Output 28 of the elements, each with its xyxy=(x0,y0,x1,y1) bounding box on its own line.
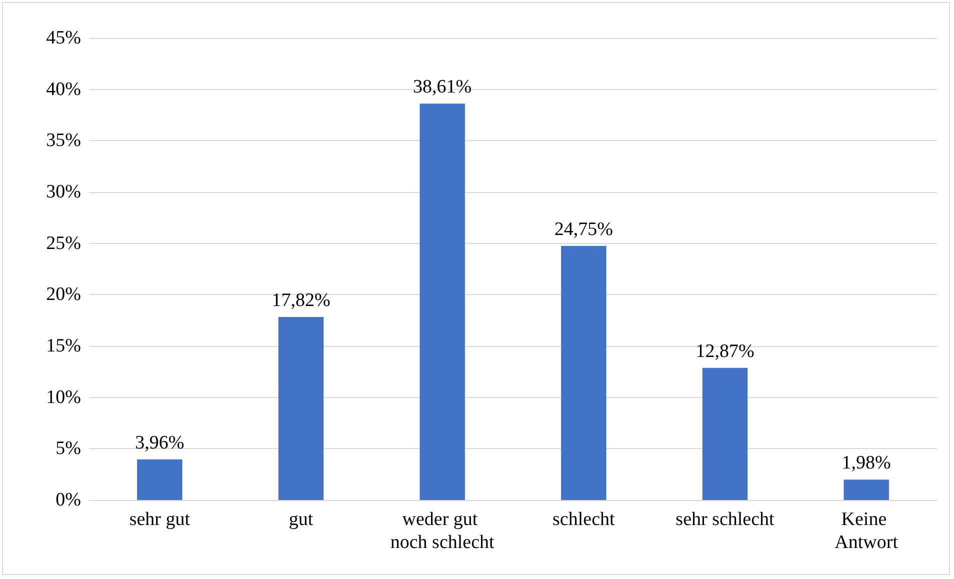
bar xyxy=(702,368,748,500)
x-tick-label: sehr schlecht xyxy=(676,509,776,530)
bar xyxy=(844,480,889,500)
x-tick-label: sehr gut xyxy=(129,509,191,530)
y-tick-label: 40% xyxy=(46,78,82,100)
data-label: 38,61% xyxy=(413,76,472,98)
bar xyxy=(137,459,182,500)
bar xyxy=(278,317,324,500)
x-tick-label: gut xyxy=(288,509,314,530)
y-tick-label: 5% xyxy=(56,438,82,460)
x-tick-label: weder gut noch schlecht xyxy=(390,509,496,553)
data-label: 24,75% xyxy=(554,218,614,240)
data-label: 1,98% xyxy=(842,452,892,474)
y-tick-label: 45% xyxy=(46,28,82,48)
y-tick-label: 25% xyxy=(46,232,82,254)
data-label: 3,96% xyxy=(135,432,184,454)
y-tick-label: 20% xyxy=(46,284,82,306)
y-tick-label: 30% xyxy=(46,182,82,202)
bar xyxy=(561,246,606,500)
data-label: 12,87% xyxy=(696,340,754,362)
y-tick-label: 15% xyxy=(46,336,82,356)
bar xyxy=(420,104,465,500)
y-tick-label: 10% xyxy=(46,386,82,408)
y-tick-label: 35% xyxy=(46,130,82,152)
data-label: 17,82% xyxy=(272,290,330,312)
y-tick-label: 0% xyxy=(56,490,82,510)
x-tick-label: schlecht xyxy=(552,509,616,530)
x-tick-label: Keine Antwort xyxy=(834,509,899,553)
